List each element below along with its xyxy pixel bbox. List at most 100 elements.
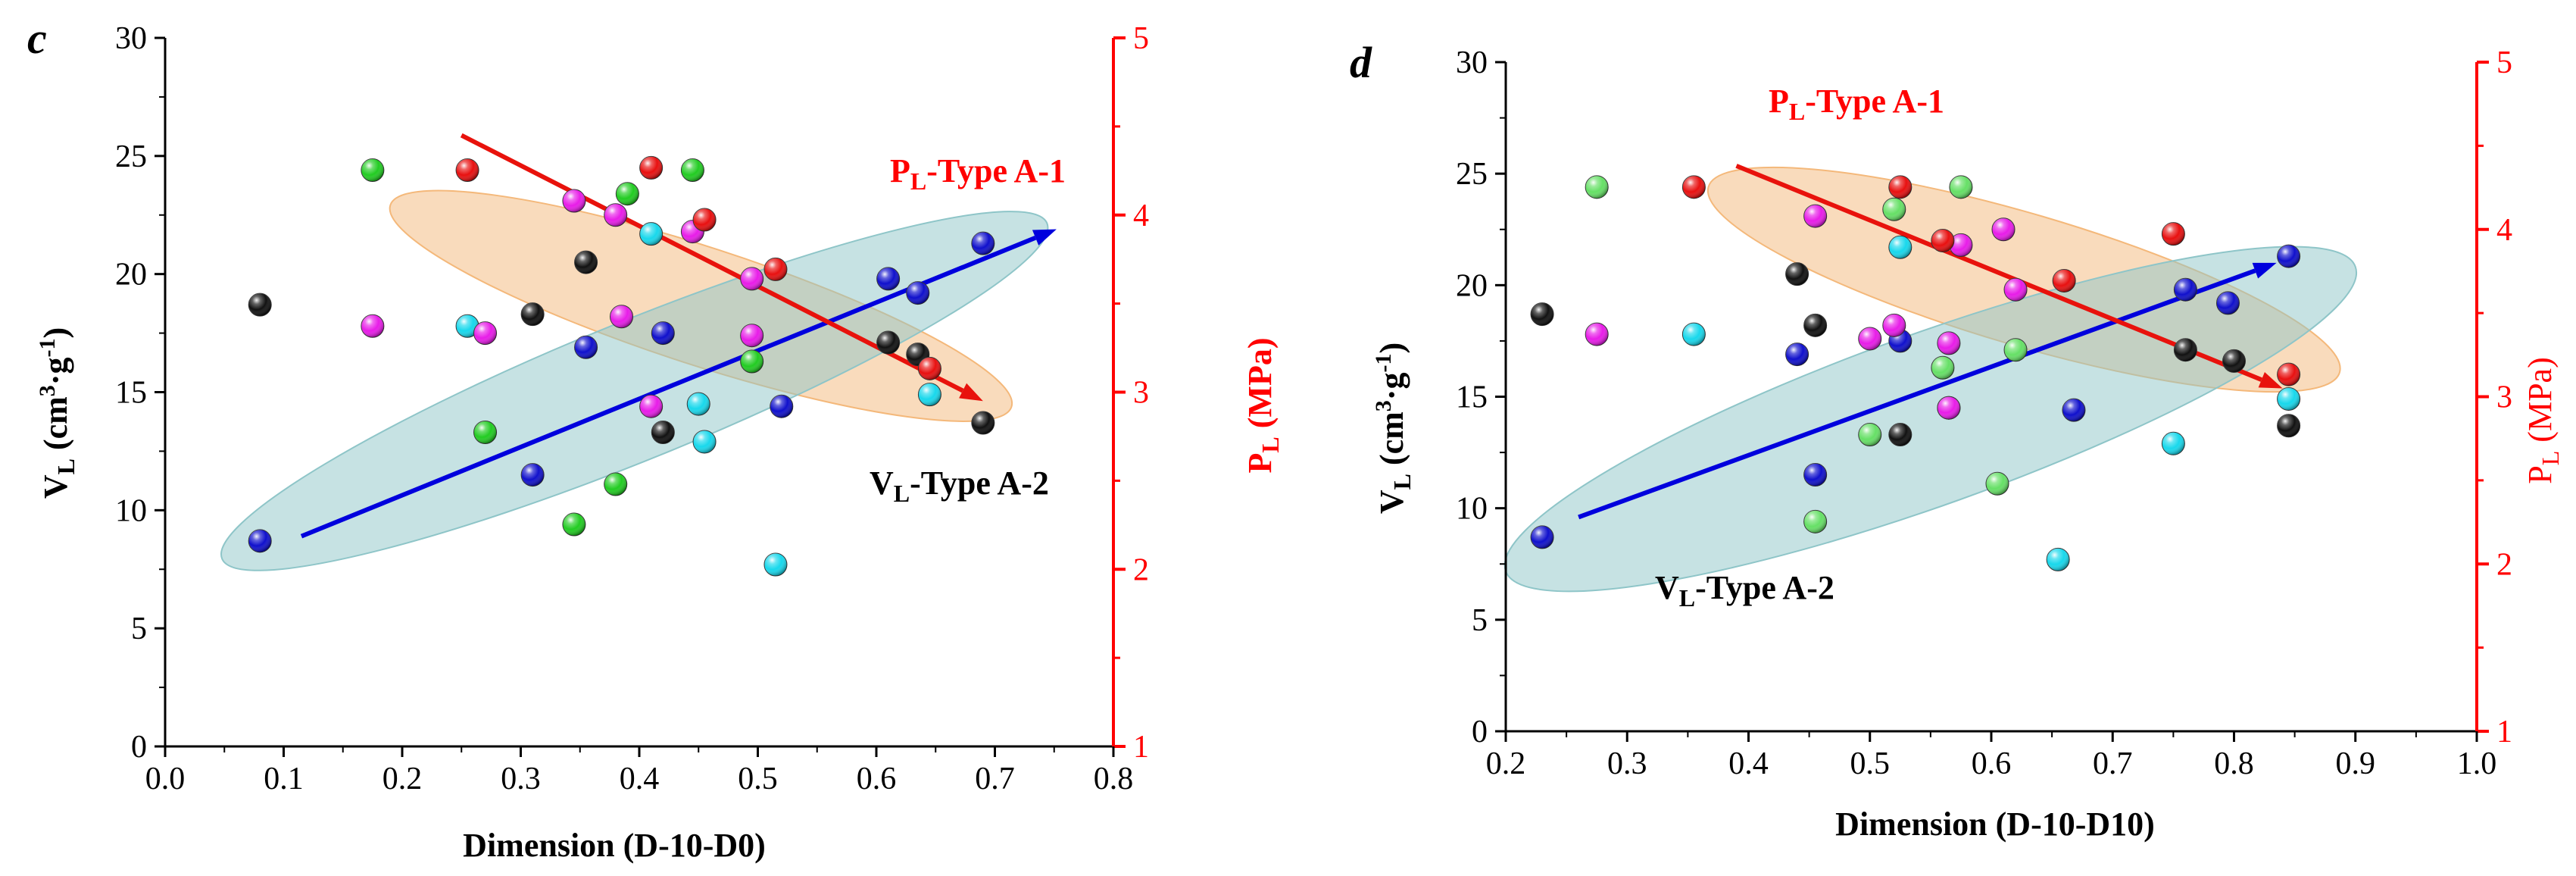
- data-point-magenta-d: [1937, 396, 1961, 420]
- y-tick-label-d: 30: [1456, 45, 1488, 80]
- y-axis-title-right-c: PL (MPa): [1241, 338, 1284, 474]
- data-point-magenta-c: [361, 314, 385, 338]
- data-point-blue-c: [971, 231, 995, 255]
- data-point-red-d: [1931, 228, 1955, 252]
- data-point-green-c: [740, 349, 764, 374]
- data-point-magenta-d: [1585, 322, 1609, 346]
- data-point-magenta-d: [1991, 217, 2016, 242]
- data-point-green-c: [615, 182, 639, 206]
- x-tick-label-d: 0.7: [2093, 746, 2133, 781]
- y-tick-label-d: 15: [1456, 380, 1488, 415]
- region-ellipse-a2-c: [220, 211, 1049, 571]
- data-point-magenta-c: [610, 305, 634, 329]
- data-point-magenta-c: [562, 189, 586, 213]
- data-point-cyan-c: [692, 430, 717, 454]
- trend-line-vl-d: [1578, 268, 2256, 520]
- data-point-magenta-d: [2003, 277, 2028, 302]
- data-point-magenta-d: [1949, 233, 1973, 257]
- y2-tick-label-c: 1: [1133, 730, 1149, 765]
- data-point-blue-c: [876, 267, 901, 291]
- data-point-red-d: [1888, 175, 1912, 199]
- trend-line-pl-d: [1735, 164, 2262, 382]
- data-point-red-c: [917, 356, 941, 380]
- y-tick-label-c: 25: [115, 139, 147, 174]
- data-point-red-c: [455, 158, 479, 183]
- annotation-pl-type-a1-d: PL-Type A-1: [1769, 83, 1944, 125]
- data-point-blue-d: [1785, 343, 1809, 367]
- data-point-cyan-d: [2161, 431, 2185, 455]
- data-point-magenta-c: [604, 203, 628, 227]
- data-point-magenta-d: [1937, 331, 1961, 355]
- data-point-black-d: [2277, 414, 2301, 438]
- x-tick-label-c: 0.8: [1094, 762, 1134, 796]
- x-tick-label-c: 0.3: [501, 762, 541, 796]
- trend-arrowhead-vl-d: [2252, 262, 2277, 279]
- y2-tick-label-c: 5: [1133, 21, 1149, 56]
- y-axis-title-left-c: VL (cm3·g-1): [35, 327, 80, 499]
- data-point-green-d: [1803, 509, 1828, 533]
- data-point-green-d: [1949, 175, 1973, 199]
- data-point-blue-d: [2215, 291, 2240, 315]
- data-point-magenta-c: [740, 324, 764, 348]
- data-point-magenta-d: [1882, 313, 1906, 337]
- data-point-magenta-d: [1858, 327, 1882, 351]
- data-point-blue-d: [2062, 398, 2086, 422]
- x-tick-label-d: 0.8: [2214, 746, 2254, 781]
- x-tick-label-d: 0.2: [1486, 746, 1526, 781]
- x-axis-title-d: Dimension (D-10-D10): [1835, 806, 2155, 843]
- y2-tick-label-c: 2: [1133, 552, 1149, 587]
- data-point-red-c: [639, 155, 664, 180]
- x-tick-label-c: 0.0: [145, 762, 186, 796]
- data-point-black-c: [520, 302, 545, 327]
- y2-tick-label-c: 3: [1133, 376, 1149, 411]
- data-point-cyan-d: [1681, 322, 1706, 346]
- chart-panel-d: d 0 5 10 15 20 25 30 1 2 3 4 5 0.2 0.3 0.4 0.5 0.6 0.7 0.8…: [1350, 38, 2564, 843]
- y-tick-label-c: 0: [131, 730, 147, 765]
- data-point-cyan-d: [1888, 235, 1912, 259]
- trend-arrowhead-pl-d: [2258, 371, 2283, 389]
- data-point-blue-c: [770, 394, 794, 418]
- trend-arrowhead-pl-c: [959, 383, 983, 402]
- data-point-red-c: [763, 257, 788, 281]
- data-point-blue-d: [1803, 463, 1828, 487]
- data-point-cyan-d: [2046, 547, 2070, 571]
- data-point-black-d: [1785, 262, 1809, 286]
- data-point-red-d: [1681, 175, 1706, 199]
- trend-arrowhead-vl-c: [1032, 229, 1057, 246]
- y2-tick-label-d: 5: [2496, 45, 2512, 80]
- x-axis-title-c: Dimension (D-10-D0): [463, 827, 766, 864]
- data-point-black-d: [2173, 338, 2197, 362]
- data-point-red-d: [2161, 222, 2185, 246]
- data-point-green-d: [1985, 471, 2009, 496]
- x-tick-label-d: 0.4: [1728, 746, 1769, 781]
- data-point-green-c: [562, 512, 586, 537]
- data-point-cyan-c: [686, 392, 710, 416]
- data-point-green-d: [2003, 338, 2028, 362]
- data-point-blue-d: [2277, 244, 2301, 268]
- y-tick-label-d: 0: [1472, 715, 1488, 749]
- data-point-green-c: [361, 158, 385, 183]
- data-point-blue-c: [520, 463, 545, 487]
- y-axis-title-left-d: VL (cm3·g-1): [1371, 343, 1416, 514]
- y-tick-label-c: 30: [115, 21, 147, 56]
- y-tick-label-d: 25: [1456, 157, 1488, 192]
- y-tick-label-c: 20: [115, 258, 147, 293]
- data-point-magenta-c: [473, 321, 498, 346]
- data-point-green-c: [604, 472, 628, 496]
- annotation-vl-type-a2-d: VL-Type A-2: [1655, 569, 1834, 612]
- data-point-blue-c: [574, 335, 598, 359]
- data-point-red-c: [692, 208, 717, 232]
- annotation-vl-type-a2-c: VL-Type A-2: [870, 465, 1049, 507]
- data-point-cyan-c: [917, 383, 941, 407]
- y-tick-label-d: 10: [1456, 492, 1488, 527]
- data-point-black-c: [248, 293, 272, 317]
- y2-tick-label-d: 3: [2496, 380, 2512, 415]
- data-point-blue-c: [651, 321, 675, 346]
- data-point-cyan-c: [639, 222, 664, 246]
- data-point-cyan-c: [763, 552, 788, 577]
- y-tick-label-d: 20: [1456, 268, 1488, 303]
- y2-tick-label-d: 2: [2496, 547, 2512, 582]
- data-point-red-d: [2277, 362, 2301, 386]
- y-axis-title-right-d: PL (MPa): [2521, 357, 2564, 483]
